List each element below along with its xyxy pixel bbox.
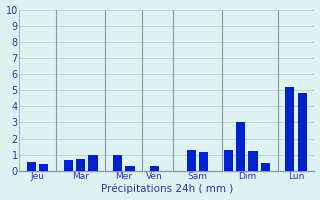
Bar <box>88 155 98 171</box>
X-axis label: Précipitations 24h ( mm ): Précipitations 24h ( mm ) <box>101 184 233 194</box>
Bar <box>113 155 122 171</box>
Bar <box>76 159 85 171</box>
Bar <box>125 166 134 171</box>
Bar <box>224 150 233 171</box>
Bar <box>39 164 48 171</box>
Bar <box>64 160 73 171</box>
Bar <box>187 150 196 171</box>
Bar <box>199 152 208 171</box>
Bar <box>248 151 258 171</box>
Bar <box>150 166 159 171</box>
Bar <box>285 87 294 171</box>
Bar <box>27 162 36 171</box>
Bar <box>298 93 307 171</box>
Bar <box>236 122 245 171</box>
Bar <box>260 163 270 171</box>
